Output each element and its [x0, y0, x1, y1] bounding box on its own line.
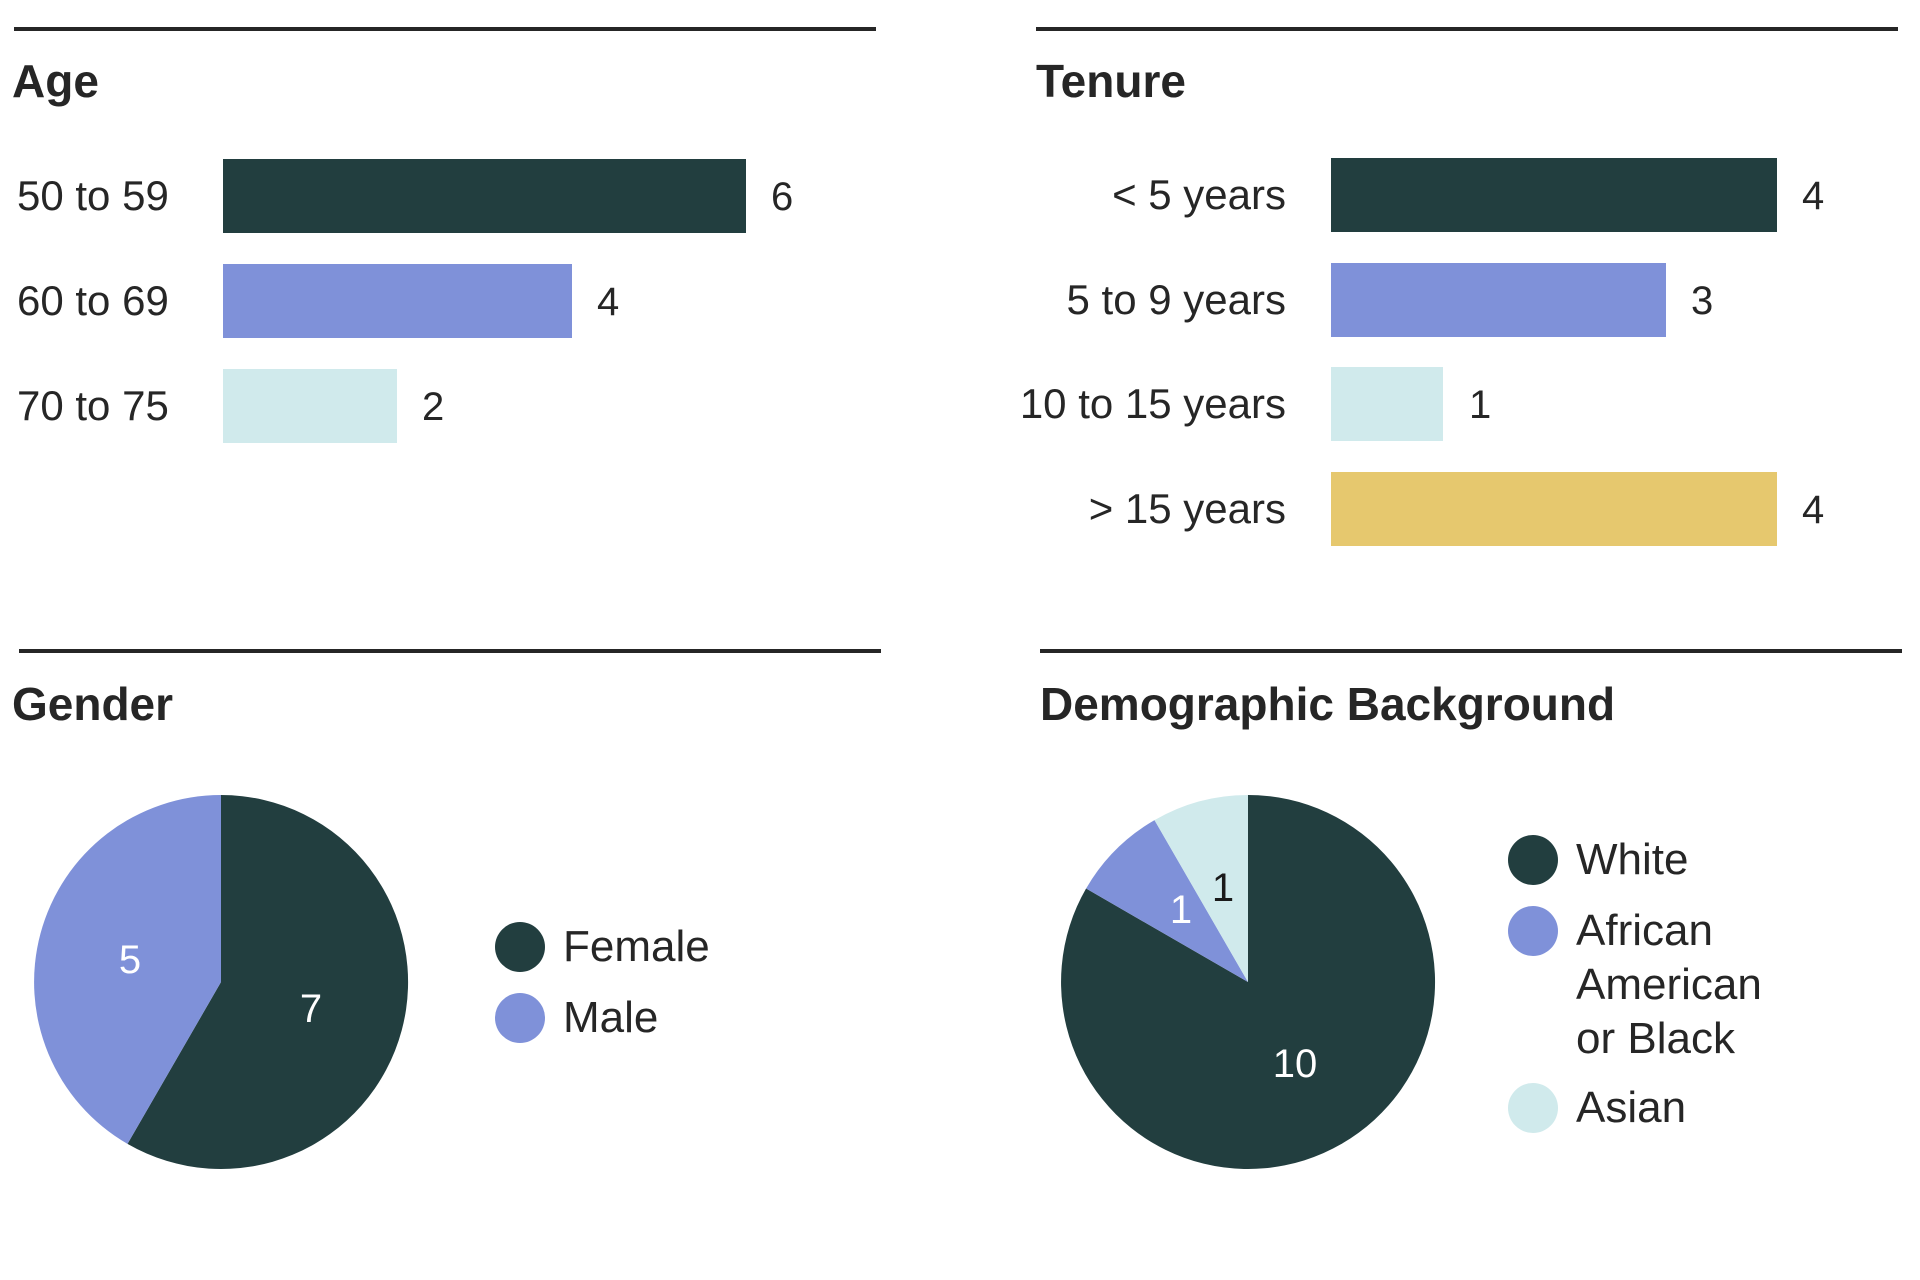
age-value-0: 6: [771, 175, 794, 219]
gender-slice-female[interactable]: [127, 795, 409, 1169]
legend-label: White: [1576, 835, 1689, 884]
age-value-1: 4: [597, 280, 620, 324]
demographic-slice-asian[interactable]: [1154, 795, 1249, 982]
demographic-slice-african-american[interactable]: [1086, 820, 1248, 982]
legend-dot-icon: [495, 993, 545, 1043]
tenure-value-3: 4: [1802, 488, 1825, 532]
tenure-label-1: 5 to 9 years: [1066, 276, 1286, 323]
age-label-1: 60 to 69: [17, 277, 169, 324]
age-bar-1[interactable]: [223, 264, 572, 338]
tenure-value-2: 1: [1469, 383, 1492, 427]
tenure-bar-0[interactable]: [1331, 158, 1777, 232]
demographic-legend-asian[interactable]: Asian: [1508, 1083, 1686, 1135]
legend-label: African American or Black: [1576, 906, 1762, 1063]
demographic-legend-african-american[interactable]: African American or Black: [1508, 906, 1762, 1066]
gender-slice-label-female: 7: [300, 987, 322, 1031]
age-value-2: 2: [422, 385, 445, 429]
gender-pie-chart: 5 7: [34, 795, 409, 1169]
legend-label: Female: [563, 922, 710, 971]
legend-dot-icon: [1508, 906, 1558, 956]
gender-divider: [19, 649, 881, 653]
demographic-slice-white[interactable]: [1061, 795, 1436, 1169]
demographic-divider: [1040, 649, 1902, 653]
tenure-value-0: 4: [1802, 174, 1825, 218]
legend-dot-icon: [1508, 835, 1558, 885]
legend-label: Male: [563, 993, 659, 1042]
demographic-pie-chart: 1 1 10: [1061, 795, 1436, 1169]
tenure-label-2: 10 to 15 years: [1019, 380, 1286, 427]
demographic-slice-label-asian: 1: [1212, 866, 1234, 910]
legend-dot-icon: [495, 922, 545, 972]
gender-legend-male[interactable]: Male: [495, 993, 658, 1045]
age-label-0: 50 to 59: [17, 172, 169, 219]
age-title: Age: [12, 55, 99, 107]
gender-legend-female[interactable]: Female: [495, 922, 710, 974]
age-label-2: 70 to 75: [17, 382, 169, 429]
demographic-slice-label-african-american: 1: [1170, 888, 1192, 932]
tenure-label-3: > 15 years: [1088, 485, 1286, 532]
demographic-title: Demographic Background: [1040, 678, 1616, 730]
tenure-divider: [1036, 27, 1898, 31]
tenure-bar-1[interactable]: [1331, 263, 1666, 337]
age-bar-0[interactable]: [223, 159, 746, 233]
gender-title: Gender: [12, 678, 174, 730]
tenure-bar-2[interactable]: [1331, 367, 1443, 441]
legend-dot-icon: [1508, 1083, 1558, 1133]
age-bar-2[interactable]: [223, 369, 397, 443]
gender-slice-male[interactable]: [34, 795, 221, 1144]
tenure-title: Tenure: [1036, 55, 1186, 107]
demographic-legend-white[interactable]: White: [1508, 835, 1688, 887]
tenure-label-0: < 5 years: [1112, 171, 1286, 218]
legend-label: Asian: [1576, 1083, 1687, 1132]
age-divider: [14, 27, 876, 31]
demographic-slice-label-white: 10: [1273, 1042, 1318, 1086]
gender-slice-label-male: 5: [119, 938, 141, 982]
tenure-value-1: 3: [1691, 279, 1714, 323]
tenure-bar-3[interactable]: [1331, 472, 1777, 546]
